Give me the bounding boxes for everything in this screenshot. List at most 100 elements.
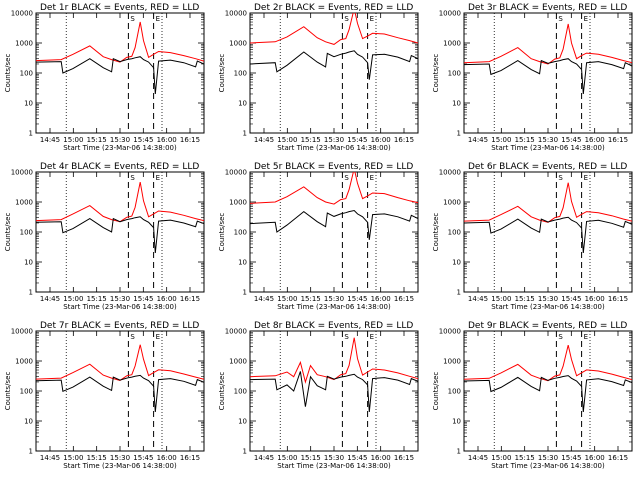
x-tick-label: 14:45 <box>254 136 274 144</box>
y-tick-label: 1 <box>243 130 247 138</box>
y-tick-label: 1000 <box>15 40 33 48</box>
marker-label-s: S <box>558 15 563 23</box>
x-axis-label: Start Time (23-Mar-06 14:38:00) <box>277 303 391 311</box>
y-tick-label: 10000 <box>11 328 33 336</box>
panel-8: Det 8r BLACK = Events, RED = LLD 1 10 100 10… <box>218 321 419 470</box>
y-tick-label: 10000 <box>225 328 247 336</box>
panel-1: Det 1r BLACK = Events, RED = LLD 1 10 100 10… <box>4 3 205 152</box>
series-line-red <box>36 21 204 63</box>
plot-frame <box>35 12 205 134</box>
plot-frame <box>463 12 633 134</box>
marker-label-s: S <box>558 333 563 341</box>
x-tick-label: 15:15 <box>87 454 107 462</box>
x-tick-label: 16:15 <box>394 454 414 462</box>
y-tick-label: 100 <box>234 388 247 396</box>
x-axis-label: Start Time (23-Mar-06 14:38:00) <box>63 462 177 470</box>
y-tick-label: 100 <box>20 70 33 78</box>
panel-5: Det 5r BLACK = Events, RED = LLD 1 10 100 10… <box>218 162 419 311</box>
y-tick-label: 1 <box>243 448 247 456</box>
x-tick-label: 14:45 <box>468 454 488 462</box>
x-axis-label: Start Time (23-Mar-06 14:38:00) <box>491 144 605 152</box>
panel-6: Det 6r BLACK = Events, RED = LLD 1 10 100 10… <box>432 162 633 311</box>
y-tick-label: 10 <box>452 100 461 108</box>
panel-3: Det 3r BLACK = Events, RED = LLD 1 10 100 10… <box>432 3 633 152</box>
y-tick-label: 10 <box>452 418 461 426</box>
panel-title: Det 2r BLACK = Events, RED = LLD <box>254 3 413 13</box>
marker-label-s: S <box>130 174 135 182</box>
x-tick-label: 15:15 <box>87 295 107 303</box>
x-tick-label: 16:15 <box>394 295 414 303</box>
x-tick-label: 14:45 <box>40 295 60 303</box>
marker-label-e: E <box>370 15 374 23</box>
series-line-red <box>250 337 418 384</box>
y-tick-label: 100 <box>448 388 461 396</box>
y-axis-label: Counts/sec <box>218 213 226 252</box>
plot-frame <box>35 330 205 452</box>
marker-label-s: S <box>130 15 135 23</box>
marker-label-e: E <box>370 174 374 182</box>
y-tick-label: 10000 <box>439 328 461 336</box>
y-tick-label: 1 <box>29 448 33 456</box>
marker-label-e: E <box>584 174 588 182</box>
series-line-red <box>36 344 204 381</box>
y-axis-label: Counts/sec <box>218 54 226 93</box>
x-axis-label: Start Time (23-Mar-06 14:38:00) <box>277 144 391 152</box>
x-tick-label: 16:00 <box>371 295 391 303</box>
y-tick-label: 1000 <box>443 358 461 366</box>
x-axis-label: Start Time (23-Mar-06 14:38:00) <box>491 303 605 311</box>
panel-title: Det 5r BLACK = Events, RED = LLD <box>254 162 413 172</box>
x-tick-label: 15:15 <box>301 136 321 144</box>
y-tick-label: 10000 <box>439 169 461 177</box>
panel-title: Det 1r BLACK = Events, RED = LLD <box>40 3 199 13</box>
x-tick-label: 16:15 <box>608 136 628 144</box>
y-axis-label: Counts/sec <box>4 54 12 93</box>
marker-label-e: E <box>156 15 160 23</box>
series-line-black <box>464 58 632 95</box>
y-tick-label: 1000 <box>15 358 33 366</box>
series-line-black <box>464 216 632 254</box>
series-line-black <box>36 56 204 95</box>
x-tick-label: 15:30 <box>110 295 130 303</box>
x-tick-label: 15:30 <box>538 136 558 144</box>
y-axis-label: Counts/sec <box>218 372 226 411</box>
plot-frame <box>249 171 419 293</box>
x-tick-label: 16:00 <box>157 454 177 462</box>
panel-title: Det 8r BLACK = Events, RED = LLD <box>254 321 413 331</box>
x-axis-label: Start Time (23-Mar-06 14:38:00) <box>63 144 177 152</box>
x-tick-label: 15:45 <box>133 136 153 144</box>
marker-label-e: E <box>370 333 374 341</box>
marker-label-e: E <box>156 333 160 341</box>
x-tick-label: 15:45 <box>347 136 367 144</box>
x-tick-label: 15:45 <box>347 454 367 462</box>
x-axis-label: Start Time (23-Mar-06 14:38:00) <box>277 462 391 470</box>
panel-7: Det 7r BLACK = Events, RED = LLD 1 10 100 10… <box>4 321 205 470</box>
marker-label-s: S <box>344 15 349 23</box>
y-tick-label: 10 <box>238 259 247 267</box>
plot-frame <box>249 12 419 134</box>
y-tick-label: 10 <box>24 100 33 108</box>
series-line-red <box>464 344 632 382</box>
y-tick-label: 1 <box>457 289 461 297</box>
y-tick-label: 1 <box>243 289 247 297</box>
x-tick-label: 15:00 <box>63 136 83 144</box>
series-line-black <box>250 209 418 240</box>
x-tick-label: 15:45 <box>347 295 367 303</box>
x-tick-label: 14:45 <box>468 295 488 303</box>
y-axis-label: Counts/sec <box>432 372 440 411</box>
y-tick-label: 10 <box>452 259 461 267</box>
x-tick-label: 15:45 <box>133 454 153 462</box>
panel-4: Det 4r BLACK = Events, RED = LLD 1 10 100 10… <box>4 162 205 311</box>
y-tick-label: 100 <box>234 70 247 78</box>
series-line-black <box>36 216 204 254</box>
x-tick-label: 15:45 <box>561 454 581 462</box>
x-tick-label: 15:30 <box>324 136 344 144</box>
marker-label-s: S <box>344 174 349 182</box>
y-tick-label: 10000 <box>225 10 247 18</box>
panel-2: Det 2r BLACK = Events, RED = LLD 1 10 100 10… <box>218 3 419 152</box>
y-tick-label: 10 <box>238 418 247 426</box>
x-tick-label: 16:00 <box>157 295 177 303</box>
y-tick-label: 1 <box>29 130 33 138</box>
x-tick-label: 15:15 <box>87 136 107 144</box>
x-tick-label: 16:15 <box>608 295 628 303</box>
series-line-black <box>36 374 204 413</box>
